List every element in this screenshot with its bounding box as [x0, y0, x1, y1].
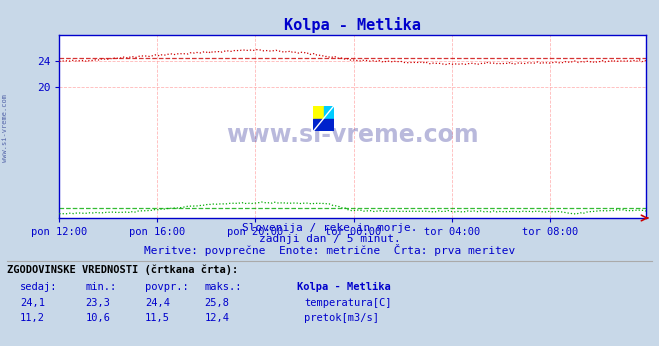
Text: 11,2: 11,2 [20, 313, 45, 323]
Text: www.si-vreme.com: www.si-vreme.com [2, 94, 9, 162]
Text: zadnji dan / 5 minut.: zadnji dan / 5 minut. [258, 234, 401, 244]
Text: povpr.:: povpr.: [145, 282, 188, 292]
Text: Meritve: povprečne  Enote: metrične  Črta: prva meritev: Meritve: povprečne Enote: metrične Črta:… [144, 244, 515, 256]
Text: 12,4: 12,4 [204, 313, 229, 323]
Text: Kolpa - Metlika: Kolpa - Metlika [297, 282, 390, 292]
Bar [313, 106, 324, 118]
Text: ZGODOVINSKE VREDNOSTI (črtkana črta):: ZGODOVINSKE VREDNOSTI (črtkana črta): [7, 265, 238, 275]
Text: maks.:: maks.: [204, 282, 242, 292]
Text: 23,3: 23,3 [86, 298, 111, 308]
Text: 24,4: 24,4 [145, 298, 170, 308]
Text: 11,5: 11,5 [145, 313, 170, 323]
Text: 24,1: 24,1 [20, 298, 45, 308]
Text: temperatura[C]: temperatura[C] [304, 298, 392, 308]
Bar [324, 106, 334, 118]
Text: sedaj:: sedaj: [20, 282, 57, 292]
Bar [313, 118, 334, 131]
Text: www.si-vreme.com: www.si-vreme.com [226, 124, 479, 147]
Text: 10,6: 10,6 [86, 313, 111, 323]
Text: 25,8: 25,8 [204, 298, 229, 308]
Text: pretok[m3/s]: pretok[m3/s] [304, 313, 380, 323]
Title: Kolpa - Metlika: Kolpa - Metlika [284, 17, 421, 34]
Text: Slovenija / reke in morje.: Slovenija / reke in morje. [242, 223, 417, 233]
Text: min.:: min.: [86, 282, 117, 292]
